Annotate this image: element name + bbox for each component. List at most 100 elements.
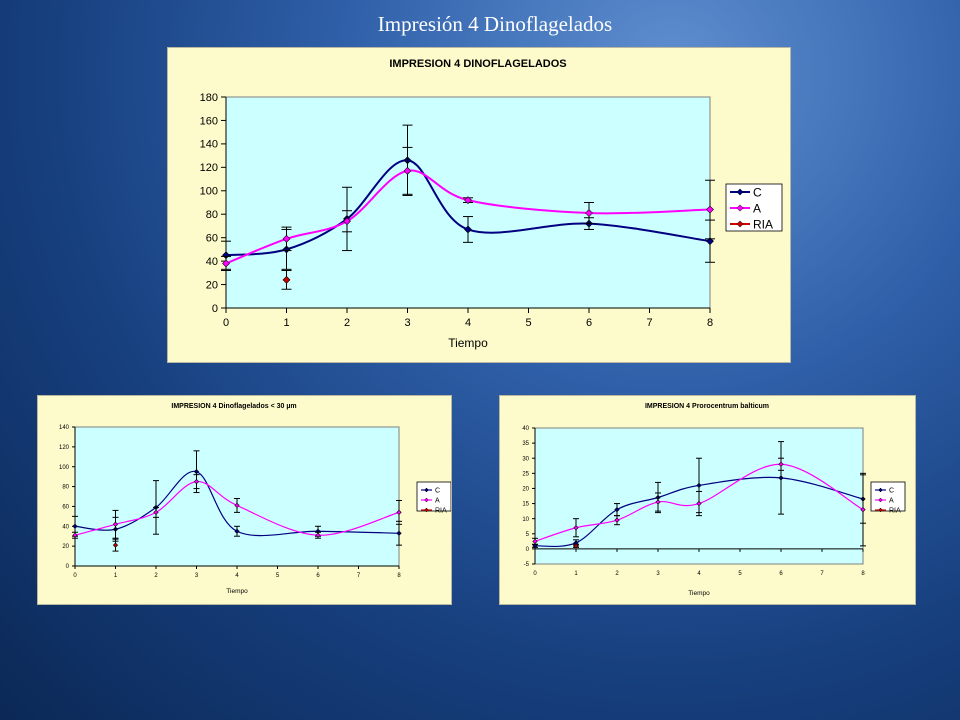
series-a — [532, 457, 866, 547]
slide-title: Impresión 4 Dinoflagelados — [377, 12, 613, 36]
x-tick-label: 5 — [738, 571, 742, 577]
y-tick-label: 60 — [62, 505, 69, 511]
legend-label-ria: RIA — [753, 218, 773, 232]
data-point-a — [655, 499, 661, 505]
x-tick-label: 4 — [697, 571, 701, 577]
chart-svg: IMPRESION 4 DINOFLAGELADOS02040608010012… — [200, 58, 783, 350]
data-point-a — [706, 205, 714, 214]
y-tick-label: 10 — [522, 517, 529, 523]
x-tick-label: 1 — [574, 571, 578, 577]
data-point-a — [112, 521, 119, 527]
legend-marker-c — [736, 188, 744, 196]
data-point-ria — [282, 275, 291, 284]
y-tick-label: 40 — [62, 524, 69, 530]
series-a — [221, 146, 715, 271]
chart-svg: IMPRESION 4 Prorocentrum balticum-505101… — [522, 403, 906, 597]
legend: CA RIA — [416, 481, 451, 515]
y-tick-label: 180 — [200, 92, 218, 104]
x-tick-label: 6 — [316, 573, 320, 579]
data-point-c — [706, 237, 714, 246]
x-tick-label: 0 — [223, 317, 229, 329]
series-ria — [573, 543, 579, 549]
x-tick-label: 2 — [154, 573, 158, 579]
y-tick-label: 20 — [206, 279, 218, 291]
x-tick-label: 2 — [615, 571, 619, 577]
legend-label-c: C — [889, 488, 894, 495]
data-point-a — [193, 478, 200, 485]
data-point-c — [193, 469, 200, 475]
x-tick-label: 4 — [465, 317, 471, 329]
chart-panel-dinoflagelados: IMPRESION 4 DINOFLAGELADOS 0 20 40 60 80 100 12… — [167, 47, 791, 363]
data-point-a — [464, 196, 472, 205]
legend-label-ria: RIA — [435, 508, 447, 515]
data-point-a — [532, 538, 538, 544]
data-point-ria — [112, 542, 119, 548]
legend-label-c: C — [753, 186, 762, 200]
x-axis-title: Tiempo — [448, 336, 488, 350]
data-point-a — [282, 234, 291, 243]
series-line-c — [225, 159, 711, 257]
legend-box — [416, 481, 451, 512]
data-point-a — [860, 506, 866, 513]
legend-label-a: A — [889, 498, 894, 505]
x-tick-label: 5 — [276, 573, 280, 579]
data-point-a — [72, 532, 78, 538]
legend-label-ria: RIA — [889, 508, 901, 515]
legend-marker-ria — [424, 507, 429, 513]
y-tick-label: 160 — [200, 115, 218, 127]
x-tick-label: 0 — [533, 571, 537, 577]
data-point-a — [396, 509, 402, 516]
series-a — [72, 474, 402, 539]
y-tick-label: 15 — [522, 502, 529, 508]
y-tick-label: 40 — [522, 426, 529, 432]
data-point-c — [614, 506, 620, 513]
legend-marker-a — [878, 497, 883, 503]
y-tick-label: 40 — [206, 256, 218, 268]
y-tick-label: 80 — [206, 209, 218, 221]
legend-label-a: A — [435, 498, 440, 505]
x-tick-label: 4 — [235, 573, 239, 579]
x-tick-label: 1 — [114, 573, 118, 579]
chart-title: IMPRESION 4 DINOFLAGELADOS — [389, 58, 566, 70]
y-tick-label: 30 — [522, 456, 529, 462]
x-tick-label: 3 — [195, 573, 199, 579]
y-tick-label: 140 — [59, 425, 70, 431]
x-tick-label: 8 — [397, 573, 401, 579]
y-tick-label: 25 — [522, 471, 529, 477]
y-tick-label: 100 — [200, 186, 218, 198]
x-tick-label: 7 — [357, 573, 361, 579]
data-point-c — [464, 225, 472, 234]
x-axis-title: Tiempo — [688, 590, 710, 597]
legend-marker-ria — [736, 220, 744, 228]
data-point-a — [573, 525, 579, 531]
data-point-c — [696, 482, 702, 489]
y-tick-label: 0 — [66, 564, 70, 570]
legend-label-a: A — [753, 202, 761, 216]
y-tick-label: 120 — [200, 162, 218, 174]
plot-area — [74, 426, 400, 567]
data-point-a — [153, 509, 159, 516]
y-tick-label: 140 — [200, 139, 218, 151]
chart-panel-prorocentrum: IMPRESION 4 Prorocentrum balticum -5 0 5 10 1… — [499, 395, 916, 605]
y-tick-label: 20 — [62, 544, 69, 550]
y-tick-label: 35 — [522, 441, 529, 447]
y-tick-label: 0 — [212, 303, 218, 315]
chart-title: IMPRESION 4 Dinoflagelados < 30 µm — [171, 403, 296, 410]
data-point-a — [403, 166, 412, 175]
legend-marker-a — [736, 204, 744, 212]
y-tick-label: 100 — [59, 465, 70, 471]
x-tick-label: 3 — [404, 317, 410, 329]
legend-marker-ria — [878, 507, 883, 513]
chart-title: IMPRESION 4 Prorocentrum balticum — [645, 403, 769, 410]
x-tick-label: 6 — [586, 317, 592, 329]
legend: CA RIA — [870, 481, 906, 515]
series-ria — [281, 269, 292, 290]
legend-marker-c — [424, 487, 429, 493]
x-tick-label: 7 — [646, 317, 652, 329]
data-point-a — [778, 461, 784, 467]
y-tick-label: 20 — [522, 487, 529, 493]
legend: CA RIA — [725, 183, 783, 232]
x-tick-label: 8 — [861, 571, 865, 577]
data-point-a — [696, 500, 702, 507]
data-point-c — [778, 475, 784, 481]
